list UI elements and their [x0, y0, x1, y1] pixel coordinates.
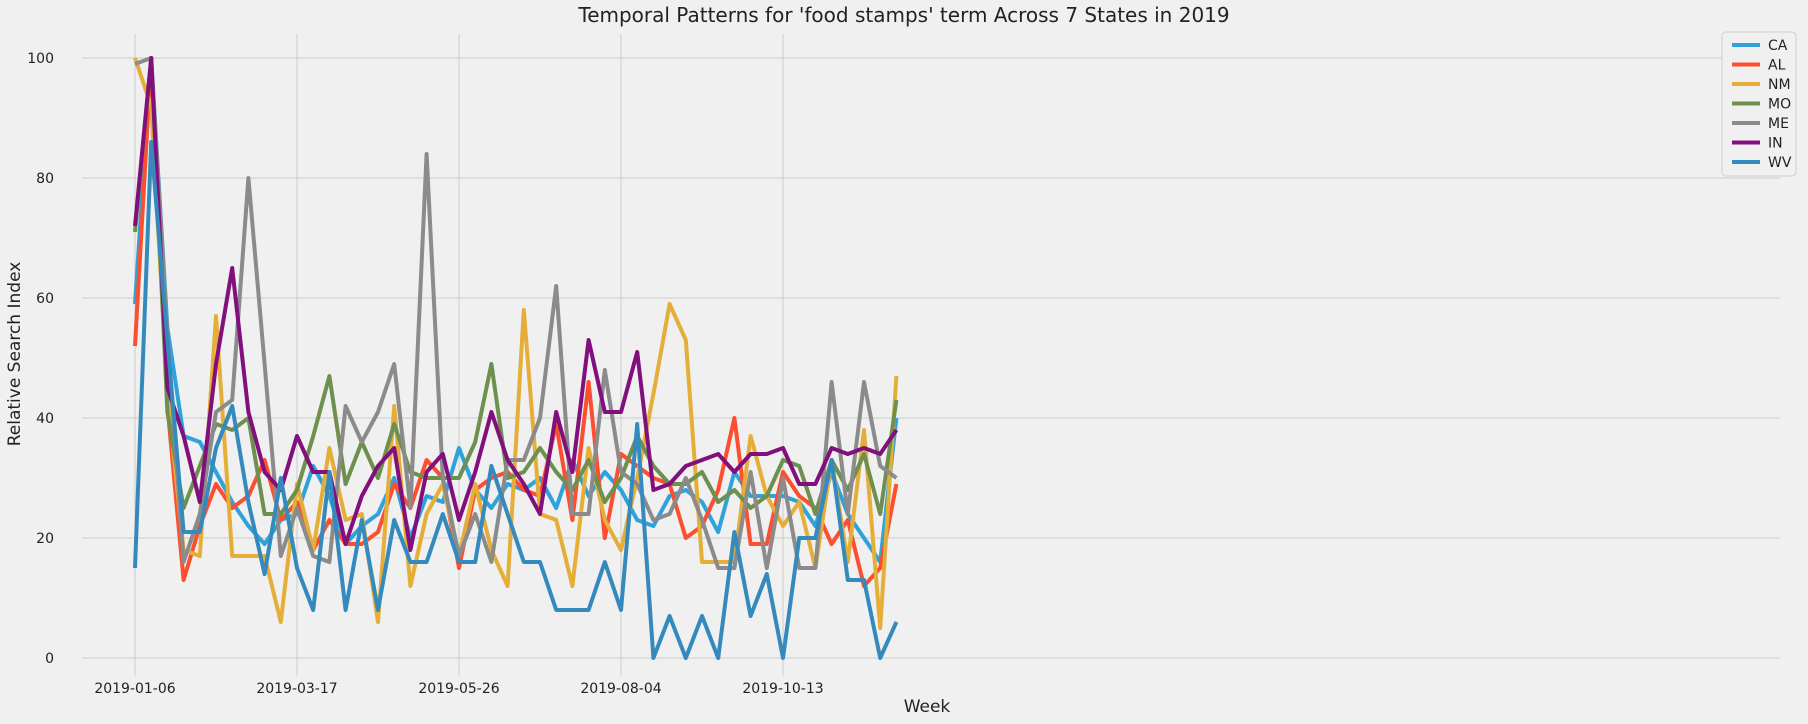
legend-label-me: ME: [1768, 116, 1789, 132]
x-tick-label: 2019-10-13: [742, 681, 823, 697]
legend: CA AL NM MO ME IN WV: [1721, 31, 1797, 177]
y-tick-label: 100: [27, 51, 54, 67]
y-tick-label: 0: [45, 651, 54, 667]
x-tick-label: 2019-03-17: [256, 681, 337, 697]
legend-label-al: AL: [1768, 58, 1786, 74]
x-tick-label: 2019-08-04: [580, 681, 661, 697]
legend-label-mo: MO: [1768, 97, 1791, 113]
series-line-in: [133, 56, 899, 552]
series-line-ca: [133, 56, 899, 564]
series-lines: [133, 56, 899, 660]
x-axis-title: Week: [904, 697, 951, 717]
legend-label-nm: NM: [1768, 77, 1791, 93]
x-tick-label: 2019-01-06: [94, 681, 175, 697]
y-tick-label: 20: [36, 531, 54, 547]
series-line-wv: [133, 140, 899, 660]
y-axis-title: Relative Search Index: [5, 262, 25, 447]
y-tick-label: 60: [36, 291, 54, 307]
series-line-me: [134, 56, 898, 570]
legend-items: CA AL NM MO ME IN WV: [1732, 38, 1792, 171]
x-tick-label: 2019-05-26: [418, 681, 499, 697]
legend-label-ca: CA: [1768, 38, 1788, 54]
chart-title: Temporal Patterns for 'food stamps' term…: [577, 3, 1229, 27]
y-tick-label: 80: [36, 171, 54, 187]
legend-label-wv: WV: [1768, 155, 1792, 171]
tick-labels: 0 20 40 60 80 100 2019-01-06 2019-03-17 2019-05-…: [27, 51, 823, 697]
y-tick-label: 40: [36, 411, 54, 427]
legend-label-in: IN: [1768, 136, 1783, 152]
